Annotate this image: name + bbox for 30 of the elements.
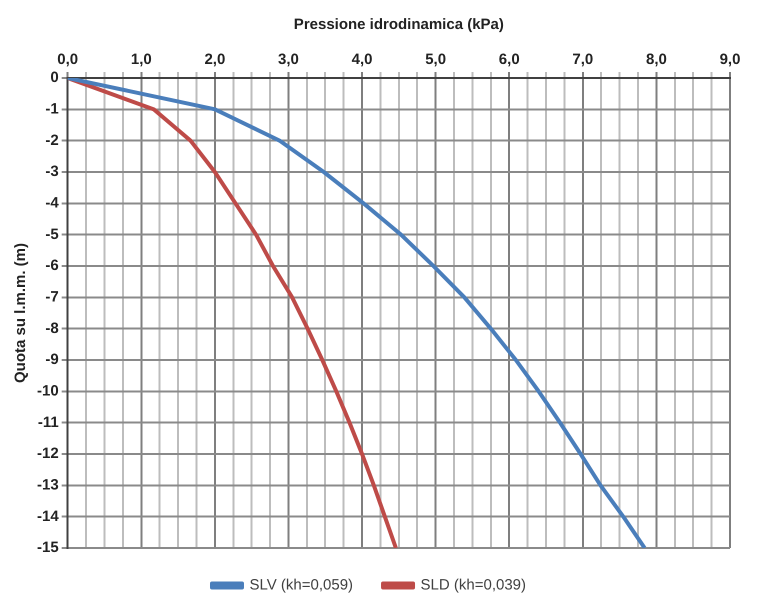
x-tick-label: 8,0 <box>646 51 667 68</box>
y-tick-label: -13 <box>36 476 59 494</box>
x-tick-label: 5,0 <box>425 51 446 68</box>
x-axis-title: Pressione idrodinamica (kPa) <box>294 16 504 34</box>
y-tick-label: -10 <box>36 382 59 400</box>
y-tick-label: -9 <box>45 351 59 368</box>
y-tick-label: -8 <box>45 320 59 337</box>
y-axis-title: Quota su l.m.m. (m) <box>12 242 30 384</box>
y-tick-label: -5 <box>45 226 59 243</box>
y-tick-label: -3 <box>45 163 59 180</box>
x-tick-label: 9,0 <box>720 51 740 68</box>
x-tick-label: 4,0 <box>352 51 372 68</box>
x-tick-label: 7,0 <box>572 51 594 68</box>
y-tick-label: -2 <box>45 132 59 149</box>
x-tick-label: 2,0 <box>204 51 226 68</box>
y-tick-label: -11 <box>38 414 59 431</box>
y-tick-label: -12 <box>36 445 59 462</box>
x-tick-label: 6,0 <box>498 51 520 68</box>
legend-label: SLD (kh=0,039) <box>420 576 526 594</box>
x-tick-label: 3,0 <box>278 51 299 68</box>
y-tick-label: -14 <box>36 508 60 525</box>
y-tick-label: -15 <box>36 539 59 556</box>
y-tick-label: -4 <box>45 194 60 212</box>
y-tick-label: -6 <box>45 257 59 274</box>
y-tick-label: -7 <box>45 288 59 306</box>
y-tick-label: -1 <box>45 100 59 118</box>
x-tick-label: 0,0 <box>57 51 78 68</box>
y-tick-label: 0 <box>50 69 59 86</box>
x-tick-label: 1,0 <box>130 51 152 68</box>
legend-label: SLV (kh=0,059) <box>249 576 354 594</box>
